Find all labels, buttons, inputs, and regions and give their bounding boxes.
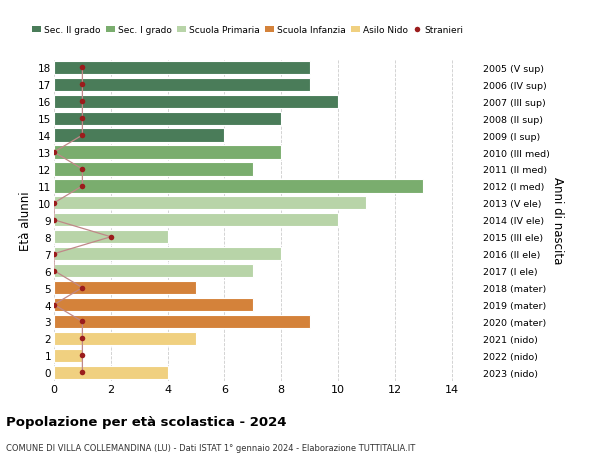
Point [77, 183, 87, 190]
Point [49, 149, 59, 157]
Point [49, 200, 59, 207]
Bar [54, 129, 224, 142]
Bar [54, 214, 338, 227]
Bar [54, 247, 281, 261]
Bar [54, 366, 167, 379]
Point [77, 81, 87, 89]
Bar [54, 95, 338, 108]
Point [49, 217, 59, 224]
Bar [54, 62, 310, 75]
Point [77, 335, 87, 342]
Bar [54, 112, 281, 125]
Point [77, 166, 87, 173]
Bar [54, 78, 310, 92]
Bar [54, 298, 253, 312]
Legend: Sec. II grado, Sec. I grado, Scuola Primaria, Scuola Infanzia, Asilo Nido, Stran: Sec. II grado, Sec. I grado, Scuola Prim… [29, 22, 467, 39]
Bar [54, 281, 196, 295]
Bar [54, 146, 281, 159]
Point [77, 115, 87, 123]
Point [77, 132, 87, 140]
Bar [54, 315, 310, 328]
Text: COMUNE DI VILLA COLLEMANDINA (LU) - Dati ISTAT 1° gennaio 2024 - Elaborazione TU: COMUNE DI VILLA COLLEMANDINA (LU) - Dati… [6, 443, 415, 452]
Point [77, 284, 87, 291]
Y-axis label: Anni di nascita: Anni di nascita [551, 177, 563, 264]
Point [77, 98, 87, 106]
Point [49, 301, 59, 308]
Bar [54, 332, 196, 345]
Text: Popolazione per età scolastica - 2024: Popolazione per età scolastica - 2024 [6, 415, 287, 428]
Bar [54, 180, 423, 193]
Bar [54, 349, 82, 362]
Bar [54, 197, 367, 210]
Bar [54, 230, 167, 244]
Point [106, 234, 116, 241]
Point [49, 268, 59, 275]
Point [77, 352, 87, 359]
Y-axis label: Età alunni: Età alunni [19, 190, 32, 250]
Point [49, 251, 59, 258]
Point [77, 64, 87, 72]
Bar [54, 163, 253, 176]
Bar [54, 264, 253, 278]
Point [77, 318, 87, 325]
Point [77, 369, 87, 376]
